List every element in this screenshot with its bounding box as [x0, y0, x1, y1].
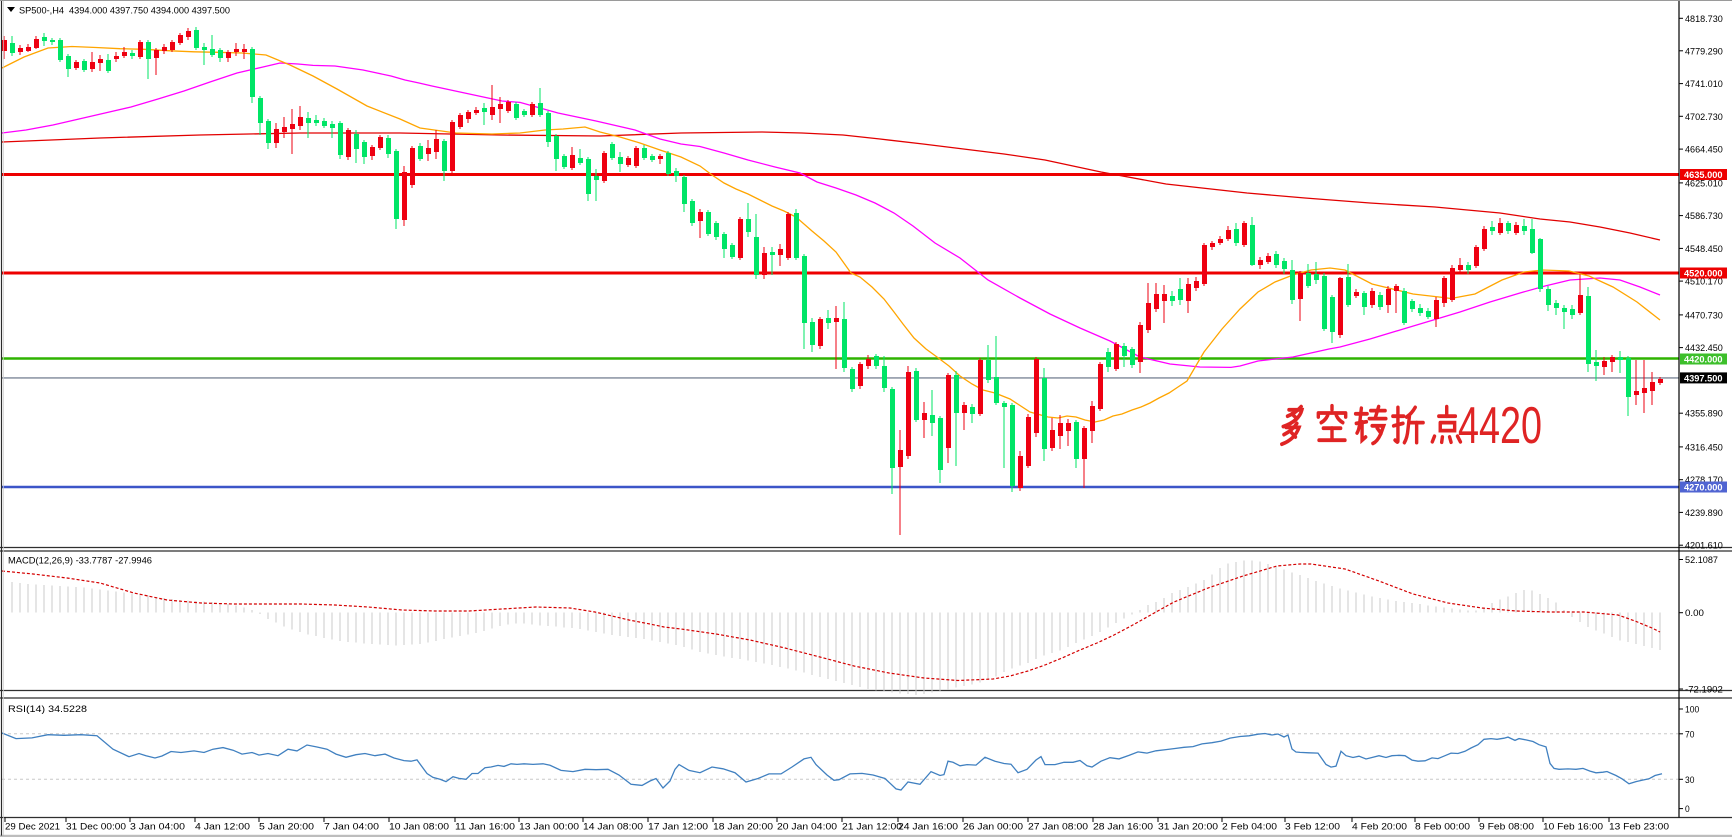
svg-text:4397.500: 4397.500 [1684, 374, 1723, 385]
svg-text:27 Jan 08:00: 27 Jan 08:00 [1028, 822, 1088, 833]
svg-text:21 Jan 12:00: 21 Jan 12:00 [842, 822, 902, 833]
svg-text:4 Jan 12:00: 4 Jan 12:00 [195, 822, 250, 833]
svg-text:4420: 4420 [1458, 397, 1542, 455]
svg-text:2 Feb 04:00: 2 Feb 04:00 [1222, 822, 1277, 833]
svg-text:31 Dec 00:00: 31 Dec 00:00 [66, 822, 126, 833]
svg-text:14 Jan 08:00: 14 Jan 08:00 [583, 822, 643, 833]
svg-text:4432.450: 4432.450 [1685, 343, 1723, 354]
svg-text:13 Jan 00:00: 13 Jan 00:00 [519, 822, 579, 833]
svg-text:4702.730: 4702.730 [1685, 112, 1723, 123]
svg-text:31 Jan 20:00: 31 Jan 20:00 [1158, 822, 1218, 833]
svg-text:4420.000: 4420.000 [1684, 355, 1723, 366]
svg-text:4510.170: 4510.170 [1685, 277, 1723, 288]
svg-text:20 Jan 04:00: 20 Jan 04:00 [777, 822, 837, 833]
svg-text:SP500-,H4 4394.000 4397.750 4: SP500-,H4 4394.000 4397.750 4394.000 439… [19, 5, 230, 16]
svg-text:0: 0 [1685, 804, 1690, 815]
svg-text:17 Jan 12:00: 17 Jan 12:00 [648, 822, 708, 833]
svg-text:70: 70 [1685, 729, 1694, 740]
svg-text:10 Jan 08:00: 10 Jan 08:00 [389, 822, 449, 833]
svg-text:-72.1902: -72.1902 [1685, 685, 1723, 696]
svg-text:11 Jan 16:00: 11 Jan 16:00 [455, 822, 515, 833]
svg-text:7 Jan 04:00: 7 Jan 04:00 [324, 822, 379, 833]
svg-text:4278.170: 4278.170 [1685, 475, 1723, 486]
svg-text:4818.730: 4818.730 [1685, 14, 1723, 25]
svg-text:13 Feb 23:00: 13 Feb 23:00 [1609, 822, 1669, 833]
svg-text:4548.450: 4548.450 [1685, 244, 1723, 255]
svg-text:4470.730: 4470.730 [1685, 310, 1723, 321]
svg-text:18 Jan 20:00: 18 Jan 20:00 [713, 822, 773, 833]
svg-text:4779.290: 4779.290 [1685, 46, 1723, 57]
svg-text:3 Jan 04:00: 3 Jan 04:00 [130, 822, 185, 833]
svg-text:4270.000: 4270.000 [1684, 483, 1723, 494]
svg-text:9 Feb 08:00: 9 Feb 08:00 [1479, 822, 1534, 833]
svg-text:4355.890: 4355.890 [1685, 409, 1723, 420]
svg-text:26 Jan 00:00: 26 Jan 00:00 [963, 822, 1023, 833]
svg-text:4635.000: 4635.000 [1684, 170, 1723, 181]
svg-text:4520.000: 4520.000 [1684, 269, 1723, 280]
svg-text:29 Dec 2021: 29 Dec 2021 [5, 822, 60, 833]
svg-text:10 Feb 16:00: 10 Feb 16:00 [1543, 822, 1603, 833]
svg-text:24 Jan 16:00: 24 Jan 16:00 [898, 822, 958, 833]
svg-text:4664.450: 4664.450 [1685, 145, 1723, 156]
svg-text:3 Feb 12:00: 3 Feb 12:00 [1285, 822, 1340, 833]
svg-text:28 Jan 16:00: 28 Jan 16:00 [1093, 822, 1153, 833]
svg-text:4586.730: 4586.730 [1685, 211, 1723, 222]
svg-text:8 Feb 00:00: 8 Feb 00:00 [1415, 822, 1470, 833]
svg-text:4201.610: 4201.610 [1685, 541, 1723, 552]
svg-text:4239.890: 4239.890 [1685, 508, 1723, 519]
svg-text:30: 30 [1685, 775, 1694, 786]
svg-text:100: 100 [1685, 705, 1699, 716]
svg-text:RSI(14) 34.5228: RSI(14) 34.5228 [8, 704, 87, 715]
svg-text:0.00: 0.00 [1685, 608, 1704, 619]
svg-text:4316.450: 4316.450 [1685, 442, 1723, 453]
svg-text:MACD(12,26,9) -33.7787 -27.994: MACD(12,26,9) -33.7787 -27.9946 [8, 556, 152, 567]
svg-text:4741.010: 4741.010 [1685, 79, 1723, 90]
svg-text:52.1087: 52.1087 [1685, 555, 1718, 566]
svg-text:4625.010: 4625.010 [1685, 178, 1723, 189]
svg-text:4 Feb 20:00: 4 Feb 20:00 [1352, 822, 1407, 833]
svg-text:5 Jan 20:00: 5 Jan 20:00 [259, 822, 314, 833]
